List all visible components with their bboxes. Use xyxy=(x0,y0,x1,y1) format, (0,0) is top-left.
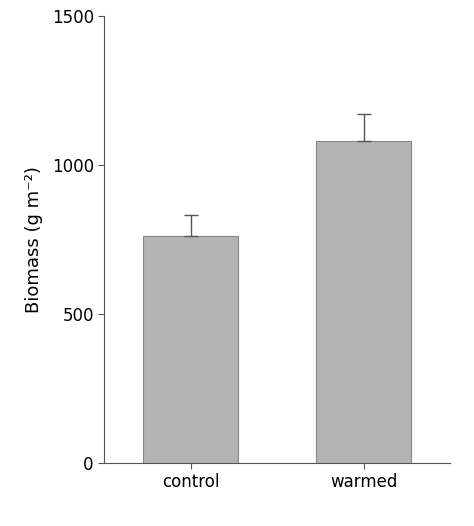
Bar xyxy=(143,236,238,463)
Y-axis label: Biomass (g m⁻²): Biomass (g m⁻²) xyxy=(26,166,44,313)
Bar xyxy=(316,141,411,463)
